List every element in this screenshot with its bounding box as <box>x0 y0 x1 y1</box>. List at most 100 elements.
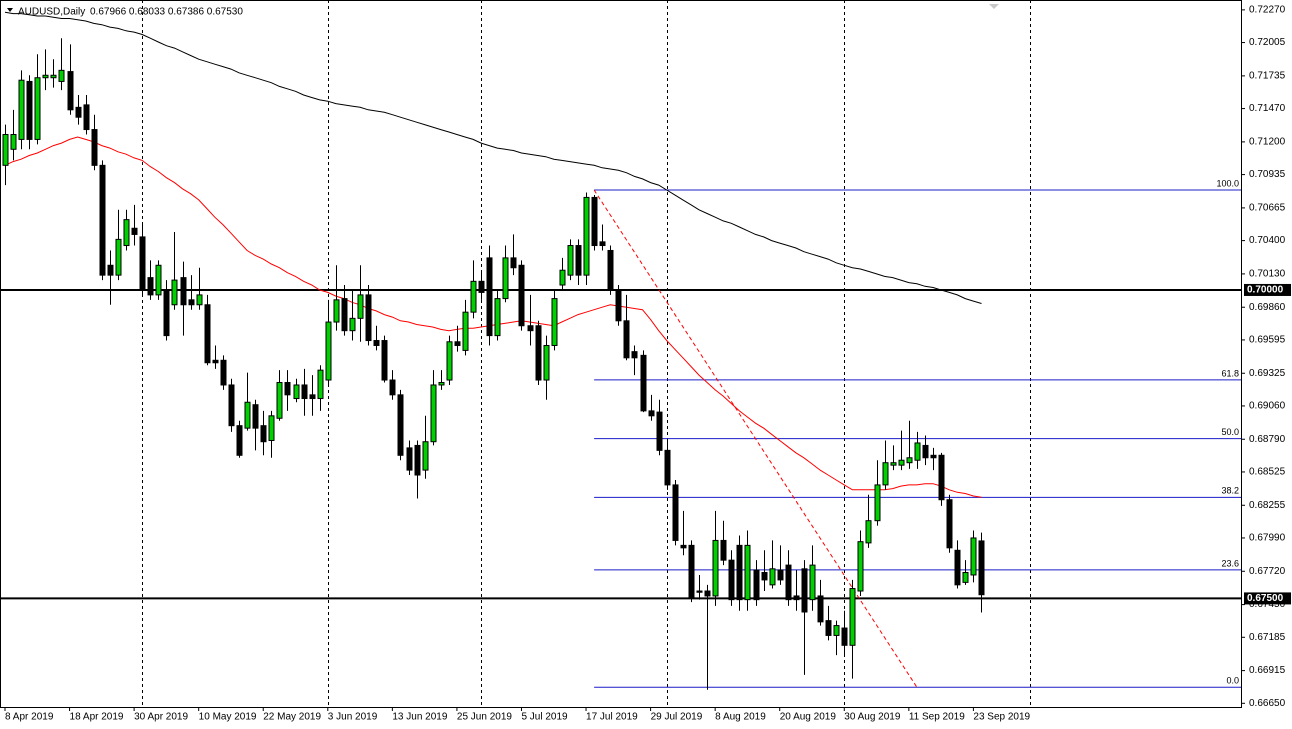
candle-body <box>575 245 582 276</box>
candle-body <box>583 196 590 276</box>
chart-ohlc: 0.67966 0.68033 0.67386 0.67530 <box>90 7 243 18</box>
candle-body <box>34 77 41 140</box>
candle-body <box>50 74 57 79</box>
candle-body <box>349 317 356 332</box>
y-tick-label: 0.70665 <box>1249 203 1286 214</box>
y-tick-label: 0.72005 <box>1249 37 1286 48</box>
candle-body <box>914 442 921 461</box>
candle-body <box>833 625 840 636</box>
candle-body <box>212 359 219 364</box>
candle-body <box>293 384 300 400</box>
candle-body <box>906 457 913 464</box>
y-tick-label: 0.67185 <box>1249 632 1286 643</box>
price-tag <box>1244 283 1291 296</box>
candle-body <box>898 459 905 466</box>
candle-body <box>623 320 630 359</box>
candle-body <box>131 227 138 235</box>
y-tick-label: 0.71200 <box>1249 137 1286 148</box>
x-tick-label: 23 Sep 2019 <box>973 712 1030 723</box>
candle-body <box>728 559 735 601</box>
x-tick-label: 22 May 2019 <box>263 712 321 723</box>
candle-body <box>954 549 961 586</box>
fib-label: 38.2 <box>1221 486 1239 496</box>
candle-body <box>276 381 283 419</box>
candle-body <box>333 299 340 323</box>
candle-body <box>930 454 937 459</box>
candle-body <box>10 133 17 150</box>
y-tick-label: 0.69060 <box>1249 401 1286 412</box>
x-tick-label: 17 Jul 2019 <box>586 712 638 723</box>
candle-body <box>688 544 695 599</box>
candle-body <box>430 384 437 443</box>
candle-body <box>849 588 856 646</box>
x-tick-label: 29 Jul 2019 <box>651 712 703 723</box>
fib-label: 23.6 <box>1221 558 1239 568</box>
y-tick-label: 0.68525 <box>1249 467 1286 478</box>
candle-body <box>607 249 614 291</box>
candle-body <box>478 280 485 293</box>
candle-body <box>882 462 889 486</box>
candle-body <box>58 69 65 82</box>
candle-body <box>2 133 9 166</box>
candle-body <box>777 569 784 581</box>
candle-body <box>309 394 316 400</box>
candle-body <box>147 277 154 296</box>
fib-label: 61.8 <box>1221 368 1239 378</box>
candle-body <box>454 341 461 346</box>
candle-body <box>712 539 719 597</box>
candle-body <box>753 569 760 601</box>
y-tick-label: 0.69325 <box>1249 368 1286 379</box>
menu-arrow[interactable] <box>7 8 13 12</box>
candle-body <box>163 289 170 337</box>
candle-body <box>462 311 469 351</box>
candle-body <box>244 401 251 429</box>
candle-body <box>236 425 243 456</box>
x-tick-label: 10 May 2019 <box>199 712 257 723</box>
candle-body <box>656 411 663 451</box>
candle-body <box>107 264 114 276</box>
moving-average <box>4 136 982 498</box>
candle-body <box>890 462 897 466</box>
candle-body <box>631 351 638 359</box>
candle-body <box>962 572 969 583</box>
candle-body <box>91 129 98 166</box>
candle-body <box>373 340 380 346</box>
scroll-marker <box>989 4 999 9</box>
price-tag-label: 0.70000 <box>1247 285 1284 296</box>
candle-body <box>42 74 49 79</box>
candle-body <box>502 257 509 300</box>
y-tick-label: 0.68790 <box>1249 434 1286 445</box>
candle-body <box>196 294 203 306</box>
candle-body <box>510 257 517 269</box>
candle-body <box>155 264 162 296</box>
candle-body <box>365 294 372 342</box>
candle-body <box>284 381 291 396</box>
candle-body <box>99 164 106 276</box>
candle-body <box>260 425 267 443</box>
chart-title: AUDUSD,Daily <box>18 7 85 18</box>
candle-body <box>793 595 800 601</box>
candle-body <box>518 264 525 327</box>
candle-body <box>397 394 404 456</box>
price-tag-label: 0.67500 <box>1247 593 1284 604</box>
trendline <box>593 189 918 688</box>
candle-body <box>761 572 768 581</box>
candle-body <box>204 304 211 364</box>
y-tick-label: 0.70400 <box>1249 235 1286 246</box>
candle-body <box>115 238 122 276</box>
candle-body <box>527 325 534 332</box>
candle-body <box>83 104 90 131</box>
candle-body <box>704 590 711 597</box>
candle-body <box>341 298 348 332</box>
candle-body <box>696 590 703 593</box>
x-tick-label: 3 Jun 2019 <box>328 712 378 723</box>
candle-body <box>769 568 776 586</box>
candle-body <box>414 444 421 476</box>
candle-body <box>591 196 598 247</box>
candle-body <box>381 340 388 381</box>
candle-body <box>171 279 178 306</box>
candle-body <box>220 359 227 386</box>
candle-body <box>188 299 195 306</box>
candle-body <box>785 564 792 601</box>
candle-body <box>26 80 33 140</box>
